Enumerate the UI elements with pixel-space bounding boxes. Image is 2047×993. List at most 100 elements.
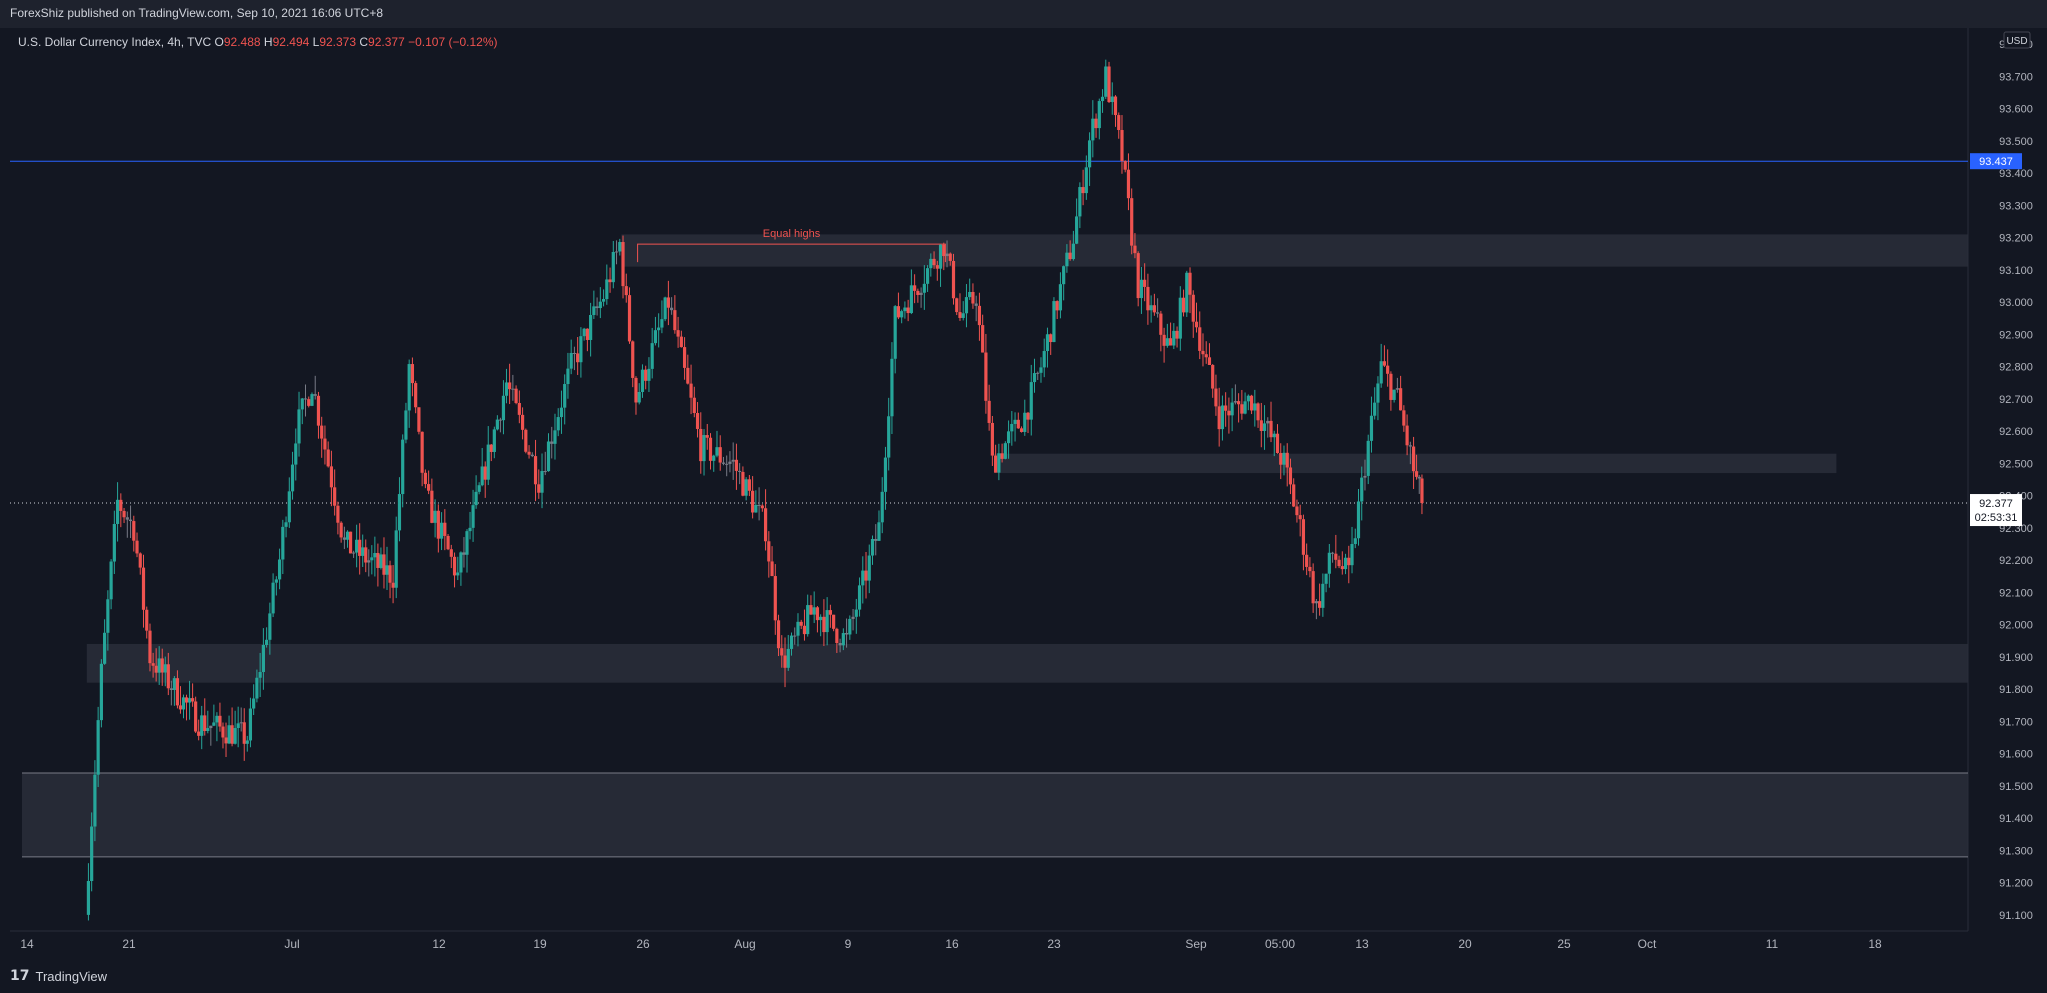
candle-body — [258, 672, 262, 678]
countdown-label: 02:53:31 — [1975, 512, 2018, 524]
candle-body — [1379, 361, 1383, 384]
candle-body — [300, 398, 304, 410]
candle-body — [364, 547, 368, 563]
candle-body — [382, 554, 386, 575]
candle-body — [854, 609, 858, 617]
candle-body — [443, 522, 447, 536]
candle-body — [1049, 334, 1053, 343]
candle-body — [1045, 334, 1050, 352]
candle-body — [206, 728, 210, 731]
candle-body — [1402, 410, 1406, 426]
price-tick-label: 93.500 — [1999, 136, 2033, 148]
candle-body — [611, 251, 615, 283]
candle-body — [673, 310, 677, 331]
candle-body — [245, 740, 249, 744]
candle-body — [520, 414, 525, 430]
price-tick-label: 91.500 — [1999, 781, 2033, 793]
time-tick-label: 9 — [845, 937, 852, 951]
candle-body — [1075, 216, 1079, 244]
candle-body — [1026, 412, 1030, 420]
candle-body — [1052, 301, 1056, 343]
candle-body — [303, 398, 308, 400]
candle-body — [166, 664, 170, 689]
candle-body — [1130, 198, 1134, 246]
candle-body — [236, 723, 240, 729]
candle-body — [1279, 453, 1283, 465]
candle-body — [1386, 365, 1390, 374]
candle-body — [637, 391, 641, 403]
candle-body — [1016, 419, 1020, 429]
candle-body — [1211, 364, 1215, 389]
candle-body — [958, 312, 962, 318]
candle-body — [367, 560, 371, 563]
candle-body — [1408, 445, 1412, 447]
candle-body — [452, 556, 457, 576]
candle-body — [938, 244, 943, 269]
candle-body — [1087, 140, 1092, 168]
candle-body — [964, 297, 969, 314]
candle-body — [1230, 402, 1234, 416]
candle-body — [799, 621, 803, 626]
candle-body — [178, 705, 183, 710]
candle-body — [650, 343, 654, 369]
candle-body — [1188, 272, 1192, 295]
time-tick-label: 26 — [636, 937, 650, 951]
price-tick-label: 91.200 — [1999, 878, 2033, 890]
candle-body — [945, 253, 949, 257]
price-tick-label: 92.200 — [1999, 555, 2033, 567]
candle-body — [446, 535, 450, 550]
candle-body — [348, 531, 353, 554]
candle-body — [1191, 294, 1195, 322]
candle-body — [579, 336, 583, 363]
candle-body — [741, 471, 745, 496]
candle-body — [489, 444, 493, 452]
candle-body — [601, 299, 606, 302]
candle-body — [838, 642, 842, 646]
candle-body — [631, 341, 635, 378]
candle-body — [1363, 475, 1367, 478]
candle-body — [224, 737, 228, 744]
candle-body — [916, 290, 920, 295]
candle-body — [433, 510, 437, 523]
candle-body — [106, 599, 110, 633]
candle-body — [480, 466, 484, 486]
candle-body — [657, 327, 661, 331]
candle-body — [1039, 367, 1043, 373]
candle-body — [796, 621, 800, 636]
candle-body — [702, 435, 706, 462]
candle-body — [589, 315, 593, 340]
candle-body — [316, 395, 321, 426]
candle-body — [789, 635, 794, 649]
candle-body — [660, 319, 664, 328]
candle-body — [1305, 554, 1309, 567]
candle-body — [572, 352, 577, 354]
time-tick-label: 19 — [533, 937, 547, 951]
candle-body — [812, 607, 816, 615]
candle-body — [391, 582, 395, 588]
candle-body — [644, 369, 648, 381]
candle-body — [163, 664, 167, 673]
candle-body — [1318, 601, 1322, 608]
candle-body — [951, 260, 956, 299]
candle-body — [135, 540, 139, 554]
candle-body — [449, 549, 453, 557]
candle-body — [754, 504, 758, 513]
candle-body — [122, 510, 126, 518]
candle-body — [511, 388, 515, 390]
candle-body — [1382, 361, 1387, 366]
candle-body — [955, 298, 959, 313]
candle-body — [566, 368, 570, 385]
time-tick-label: 05:00 — [1265, 937, 1295, 951]
candle-body — [559, 407, 564, 418]
candle-body — [1013, 419, 1017, 424]
candle-body — [172, 678, 176, 691]
candle-body — [119, 499, 123, 511]
candle-body — [1256, 403, 1260, 421]
candle-body — [968, 291, 972, 298]
candle-body — [540, 471, 544, 493]
time-tick-label: 12 — [432, 937, 446, 951]
candle-body — [345, 531, 350, 540]
candle-body — [112, 523, 116, 562]
candle-body — [233, 728, 237, 744]
